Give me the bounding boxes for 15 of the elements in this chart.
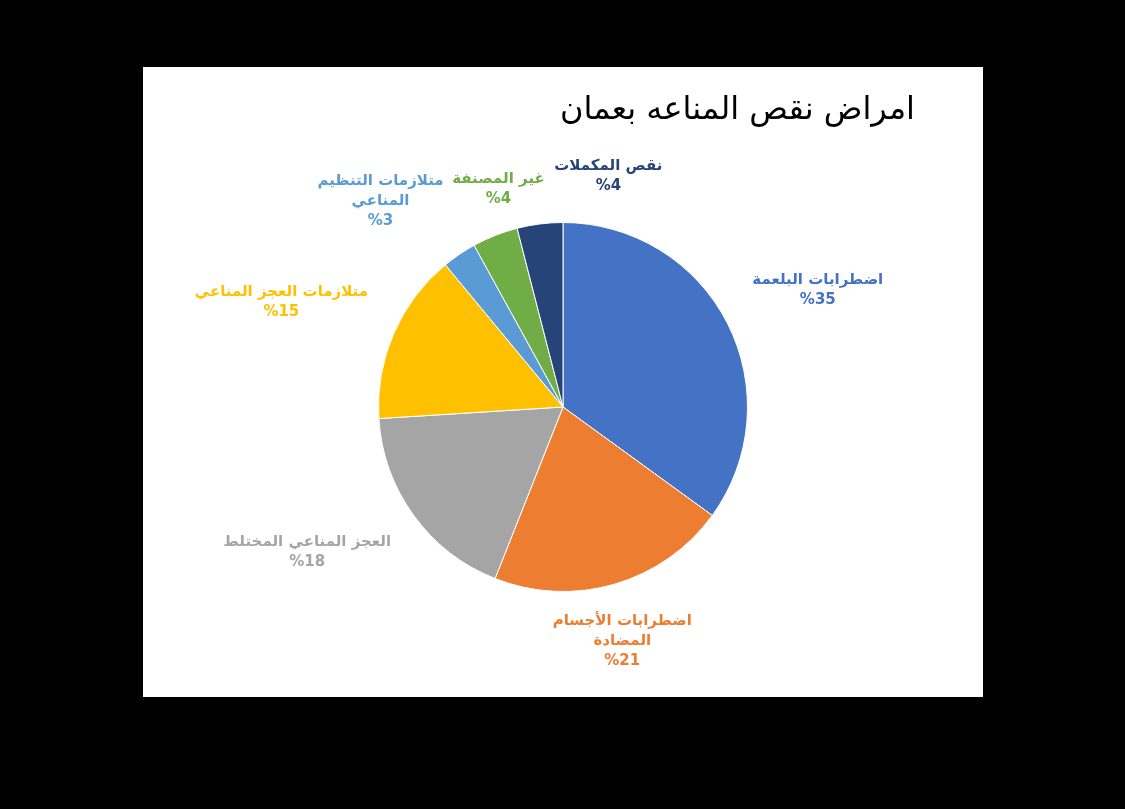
slice-label: غير المصنفة bbox=[452, 169, 545, 188]
chart-title: امراض نقص المناعه بعمان bbox=[560, 89, 915, 127]
data-label: %15 bbox=[263, 302, 300, 321]
data-label: %4 bbox=[595, 176, 622, 195]
data-label: %35 bbox=[799, 290, 836, 309]
data-label: %21 bbox=[604, 650, 641, 669]
data-label: %18 bbox=[289, 551, 326, 570]
slice-label: العجز المناعي المختلط bbox=[223, 531, 392, 550]
slice-label: اضطرابات البلعمة bbox=[752, 270, 884, 289]
slice-label: متلازمات التنظيم المناعي bbox=[317, 171, 444, 210]
data-label: %3 bbox=[367, 211, 394, 230]
slice-label: متلازمات العجز المناعي bbox=[194, 282, 368, 301]
slice-label: نقص المكملات bbox=[554, 156, 663, 175]
slice-label: اضطرابات الأجسام المضادة bbox=[552, 610, 692, 649]
data-label: %4 bbox=[485, 189, 512, 208]
